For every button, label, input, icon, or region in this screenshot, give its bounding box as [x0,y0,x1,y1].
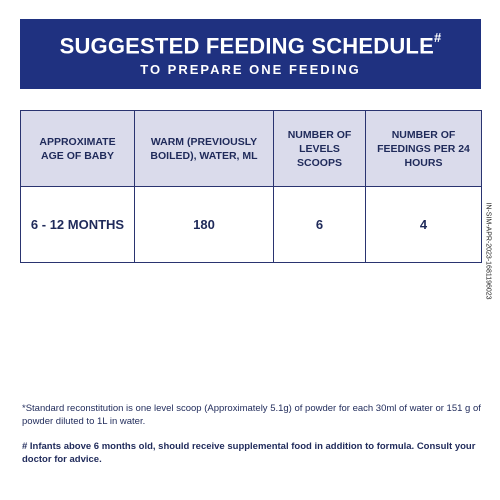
page-subtitle: TO PREPARE ONE FEEDING [140,62,361,77]
column-header-age: APPROXIMATE AGE OF BABY [20,110,135,187]
header-banner: SUGGESTED FEEDING SCHEDULE# TO PREPARE O… [20,19,481,89]
feeding-schedule-table: APPROXIMATE AGE OF BABY WARM (PREVIOUSLY… [20,110,482,263]
column-header-feedings: NUMBER OF FEEDINGS PER 24 HOURS [365,110,482,187]
side-reference-code: IN-SIM-APR-2023-1681196023 [483,196,493,306]
title-footnote-mark: # [433,30,442,45]
cell-age: 6 - 12 MONTHS [20,186,135,263]
table-row: 6 - 12 MONTHS 180 6 4 [20,186,482,263]
table-header-row: APPROXIMATE AGE OF BABY WARM (PREVIOUSLY… [20,110,482,187]
column-header-scoops: NUMBER OF LEVELS SCOOPS [273,110,366,187]
cell-feedings: 4 [365,186,482,263]
cell-scoops: 6 [273,186,366,263]
footnote-supplemental-food: # Infants above 6 months old, should rec… [22,441,476,465]
cell-water: 180 [134,186,274,263]
page-title: SUGGESTED FEEDING SCHEDULE# [20,30,481,59]
side-reference-code-text: IN-SIM-APR-2023-1681196023 [484,202,492,300]
column-header-water: WARM (PREVIOUSLY BOILED), WATER, ML [134,110,274,187]
title-text: SUGGESTED FEEDING SCHEDULE [59,33,434,59]
footnote-standard-reconstitution: *Standard reconstitution is one level sc… [22,403,481,427]
